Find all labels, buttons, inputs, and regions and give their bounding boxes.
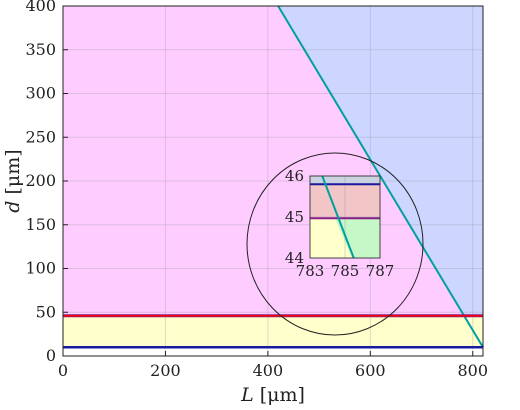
y-tick-label-5: 250 — [25, 127, 56, 146]
y-tick-label-0: 0 — [46, 346, 56, 365]
x-tick-label-0: 0 — [58, 361, 68, 380]
zoom-inset: 783 785 787 44 45 46 — [246, 152, 424, 336]
series-line-0 — [277, 5, 484, 348]
y-tick-label-2: 100 — [25, 259, 56, 278]
region-2 — [63, 315, 483, 348]
zoom-ellipse — [246, 152, 424, 336]
y-axis-label-symbol: d — [2, 201, 24, 213]
inset-x-ticks: 783 785 787 — [296, 262, 395, 280]
inset-lines — [310, 175, 380, 259]
x-tick-label-3: 600 — [355, 361, 386, 380]
x-axis-label: L [μm] — [240, 384, 305, 406]
main-series-lines — [63, 5, 484, 349]
y-axis-label: d [μm] — [2, 149, 24, 212]
inset-x-tick-label-0: 783 — [296, 262, 325, 280]
y-tick-label-4: 200 — [25, 171, 56, 190]
inset-frame — [309, 175, 381, 259]
inset-y-ticks: 44 45 46 — [285, 167, 304, 267]
inset-y-tick-label-2: 46 — [285, 167, 304, 185]
y-axis-ticks: 0 50 100 150 200 250 300 350 400 — [25, 0, 68, 365]
x-axis-label-unit: [μm] — [260, 384, 305, 406]
inset-x-tick-label-2: 787 — [366, 262, 395, 280]
inset-y-tick-label-1: 45 — [285, 208, 304, 226]
x-tick-label-1: 200 — [150, 361, 181, 380]
main-plot-regions — [63, 6, 483, 348]
x-axis-ticks: 0 200 400 600 800 — [58, 351, 488, 380]
y-tick-label-6: 300 — [25, 84, 56, 103]
y-tick-label-3: 150 — [25, 215, 56, 234]
y-axis-label-unit: [μm] — [2, 149, 24, 194]
y-tick-label-1: 50 — [36, 302, 56, 321]
inset-region-3 — [334, 217, 380, 258]
y-tick-label-7: 350 — [25, 40, 56, 59]
inset-x-tick-label-1: 785 — [331, 262, 360, 280]
x-tick-label-4: 800 — [457, 361, 488, 380]
inset-y-tick-label-0: 44 — [285, 249, 304, 267]
x-tick-label-2: 400 — [253, 361, 284, 380]
y-tick-label-8: 400 — [25, 0, 56, 15]
inset-region-1 — [310, 176, 380, 185]
inset-line-2 — [321, 175, 355, 259]
x-axis-label-symbol: L — [240, 384, 254, 406]
